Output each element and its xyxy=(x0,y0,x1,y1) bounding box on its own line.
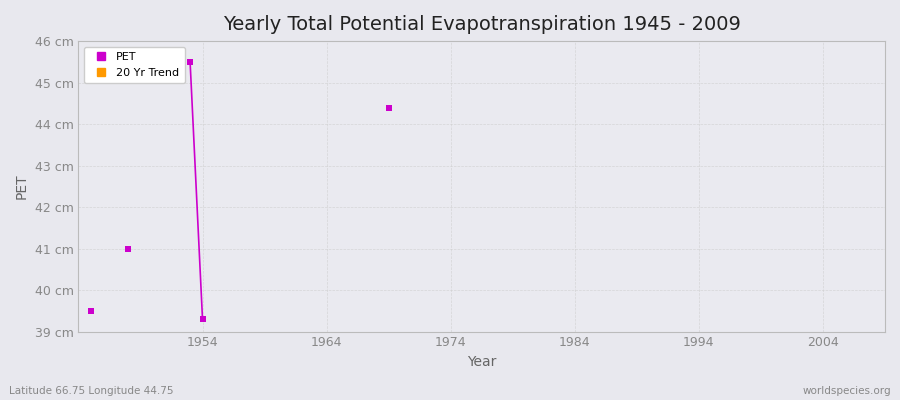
Text: worldspecies.org: worldspecies.org xyxy=(803,386,891,396)
Point xyxy=(183,59,197,65)
Legend: PET, 20 Yr Trend: PET, 20 Yr Trend xyxy=(84,47,184,83)
Point xyxy=(121,245,135,252)
Title: Yearly Total Potential Evapotranspiration 1945 - 2009: Yearly Total Potential Evapotranspiratio… xyxy=(223,15,741,34)
X-axis label: Year: Year xyxy=(467,355,497,369)
Point xyxy=(84,308,98,314)
Text: Latitude 66.75 Longitude 44.75: Latitude 66.75 Longitude 44.75 xyxy=(9,386,174,396)
Point xyxy=(382,104,396,111)
Y-axis label: PET: PET xyxy=(15,174,29,199)
Point xyxy=(195,316,210,322)
